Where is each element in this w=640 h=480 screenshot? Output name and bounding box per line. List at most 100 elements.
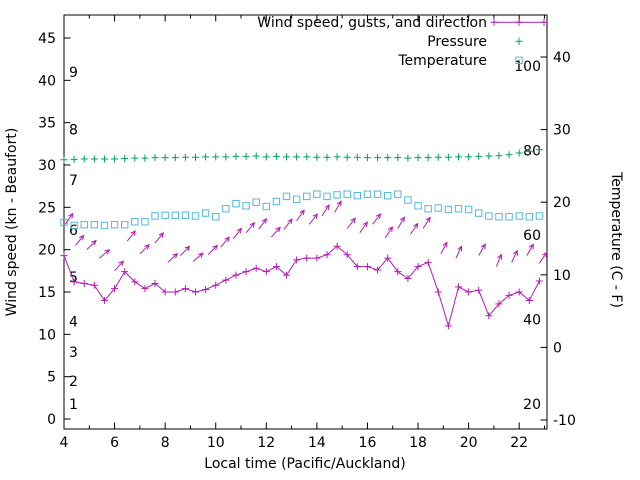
wind_speed_kn-marker [151, 280, 159, 288]
wind_speed_kn-marker [181, 285, 189, 293]
pressure-marker [111, 155, 119, 163]
temperature_c-marker [434, 204, 442, 212]
wind_speed_kn-marker [465, 288, 473, 296]
temperature_c-marker [475, 209, 483, 217]
wind-direction-arrow [179, 245, 191, 256]
wind_speed_kn-marker [394, 268, 402, 276]
legend-sample-wind-marker [490, 18, 498, 26]
temperature_c-marker [373, 190, 382, 198]
beaufort-label: 8 [69, 122, 78, 138]
wind_speed_kn-marker [444, 322, 452, 330]
wind-direction-arrow [308, 213, 319, 225]
pressure-marker [343, 153, 351, 161]
wind_speed_kn-marker [525, 296, 533, 304]
beaufort-label: 7 [69, 173, 78, 189]
pressure-marker [505, 151, 513, 159]
x-tick-label: 10 [207, 435, 225, 451]
y-left-axis-title: Wind speed (kn - Beaufort) [4, 128, 20, 317]
beaufort-label: 6 [69, 223, 78, 239]
wind-direction-arrow [334, 200, 342, 213]
temperature_c-marker [313, 190, 321, 198]
temperature_c-marker [181, 211, 190, 219]
temperature_c-marker [262, 202, 271, 211]
wind-direction-arrow [296, 209, 305, 222]
pressure-marker [313, 153, 321, 161]
wind_speed_kn-marker [293, 256, 301, 264]
temperature_c-marker [100, 221, 109, 230]
wind-direction-arrow [192, 252, 204, 262]
wind-direction-arrow [455, 245, 462, 259]
temperature_c-marker [495, 213, 503, 221]
wind-direction-arrow [321, 204, 330, 217]
temperature_c-marker [232, 199, 240, 208]
temperature_c-marker [323, 192, 331, 201]
pressure-marker [444, 153, 452, 161]
wind_speed_kn-marker [111, 285, 119, 293]
wind-direction-arrow [233, 227, 243, 240]
y-right-axis-title: Temperature (C - F) [608, 171, 624, 308]
temperature_c-marker [464, 205, 473, 214]
pressure-marker [202, 153, 210, 161]
temperature_c-marker [525, 213, 533, 221]
wind_speed_kn-marker [202, 285, 210, 293]
x-tick-label: 16 [359, 435, 377, 451]
temperature_c-marker [505, 213, 513, 221]
legend-label-wind: Wind speed, gusts, and direction [257, 15, 487, 31]
wind_speed_kn-marker [100, 296, 108, 304]
y-left-tick-label: 30 [38, 158, 56, 174]
temperature_c-marker [404, 196, 412, 204]
wind-direction-arrow [409, 222, 419, 235]
chart-generated-layer: 4 6 8 10 12 14 16 18 20 22051015202530354045-1001… [38, 14, 576, 451]
wind_speed_kn-marker [252, 264, 260, 272]
beaufort-label: 1 [69, 397, 78, 413]
pressure-marker [363, 154, 371, 162]
legend-sample-temperature-marker [515, 56, 523, 64]
wind_speed_kn-marker [404, 274, 412, 282]
pressure-marker [70, 155, 78, 163]
x-tick-label: 22 [510, 435, 528, 451]
pressure-marker [465, 153, 473, 161]
wind_speed_kn-marker [171, 288, 179, 296]
temperature_c-marker [161, 211, 169, 219]
wind_speed_kn-marker [141, 285, 149, 293]
temperature_c-marker [90, 221, 99, 229]
pressure-marker [141, 154, 149, 162]
wind-direction-arrow [478, 243, 486, 256]
y-left-tick-label: 45 [38, 31, 56, 47]
pressure-marker [121, 155, 129, 163]
y-left-tick-label: 0 [47, 412, 56, 428]
wind-direction-arrow [245, 221, 256, 234]
wind-direction-arrow [495, 253, 503, 267]
wind_speed_kn-marker [374, 266, 382, 274]
legend-sample-wind-marker [515, 18, 523, 26]
temperature_c-marker [110, 221, 119, 229]
legend-label-pressure: Pressure [427, 34, 487, 50]
pressure-marker [90, 155, 98, 163]
wind-direction-arrow [207, 244, 219, 256]
pressure-marker [191, 153, 199, 161]
beaufort-label: 2 [69, 374, 78, 390]
wind_speed_kn-marker [283, 271, 291, 279]
temperature_c-marker [272, 197, 281, 206]
wind-direction-arrow [384, 226, 394, 239]
wind_speed_kn-marker [70, 278, 78, 286]
wind_speed_kn-marker [262, 268, 270, 276]
temperature_c-marker [131, 218, 139, 226]
temperature_c-marker [212, 213, 220, 221]
x-tick-label: 8 [161, 435, 170, 451]
wind-direction-arrow [139, 243, 150, 255]
wind-direction-arrow [271, 226, 281, 238]
wind_speed_kn-marker [505, 291, 513, 299]
temperature_c-marker [120, 221, 129, 229]
wind-direction-arrow [154, 232, 165, 244]
x-axis-title: Local time (Pacific/Auckland) [204, 456, 405, 472]
pressure-marker [515, 149, 523, 157]
wind-direction-arrow [258, 217, 268, 230]
temperature_c-marker [171, 211, 179, 219]
temperature_c-marker [151, 212, 159, 220]
temperature_c-marker [303, 192, 311, 201]
wind-direction-arrow [511, 249, 518, 263]
temperature_c-marker [515, 212, 523, 220]
pressure-marker [434, 153, 442, 161]
